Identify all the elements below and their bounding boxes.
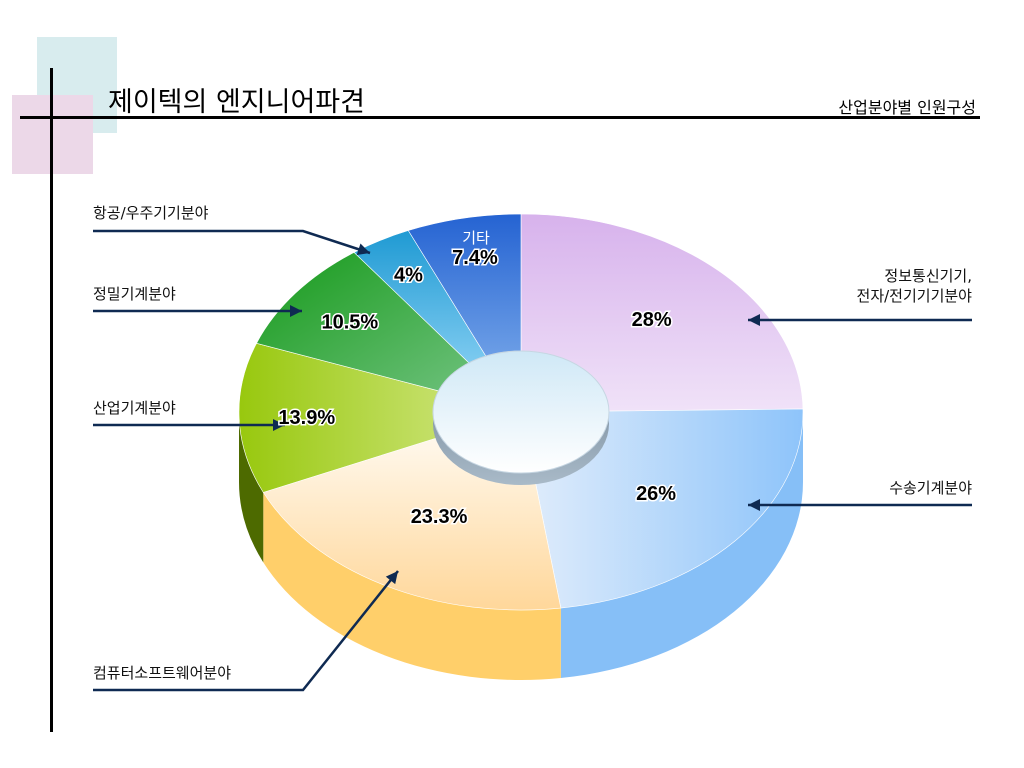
page-subtitle: 산업분야별 인원구성 bbox=[838, 98, 976, 117]
leader-arrow-precision bbox=[290, 305, 302, 317]
donut-hole bbox=[432, 350, 610, 474]
horizontal-rule bbox=[20, 116, 980, 119]
category-label-precision: 정밀기계분야 bbox=[93, 285, 176, 303]
category-label-transport: 수송기계분야 bbox=[889, 479, 972, 497]
data-label-other: 7.4% bbox=[452, 247, 498, 269]
category-label-info-comm: 정보통신기기, 전자/전기기기분야 bbox=[857, 267, 973, 305]
page-title: 제이텍의 엔지니어파견 bbox=[108, 87, 365, 118]
data-label-industrial: 13.9% bbox=[278, 407, 335, 429]
leader-arrow-computer-software bbox=[385, 571, 398, 585]
category-label-computer-software: 컴퓨터소프트웨어분야 bbox=[93, 664, 231, 682]
leader-line-computer-software bbox=[93, 570, 399, 692]
category-label-other: 기타 bbox=[462, 229, 490, 247]
data-label-computer-software: 23.3% bbox=[411, 506, 468, 528]
leader-arrow-industrial bbox=[273, 419, 285, 431]
vertical-rule bbox=[50, 68, 53, 732]
data-label-aerospace: 4% bbox=[394, 265, 423, 287]
pie-side-computer-software bbox=[263, 492, 561, 680]
data-label-info-comm: 28% bbox=[632, 309, 672, 331]
category-label-aerospace: 항공/우주기기분야 bbox=[93, 204, 209, 222]
data-label-precision: 10.5% bbox=[321, 311, 378, 333]
leader-arrow-info-comm bbox=[748, 314, 760, 326]
leader-arrow-transport bbox=[748, 499, 760, 511]
leader-arrow-aerospace bbox=[356, 243, 370, 255]
data-label-transport: 26% bbox=[636, 483, 676, 505]
category-label-industrial: 산업기계분야 bbox=[93, 399, 176, 417]
pie-side-industrial bbox=[239, 412, 264, 563]
pie-side-transport bbox=[560, 412, 804, 679]
leader-line-aerospace bbox=[93, 229, 371, 255]
